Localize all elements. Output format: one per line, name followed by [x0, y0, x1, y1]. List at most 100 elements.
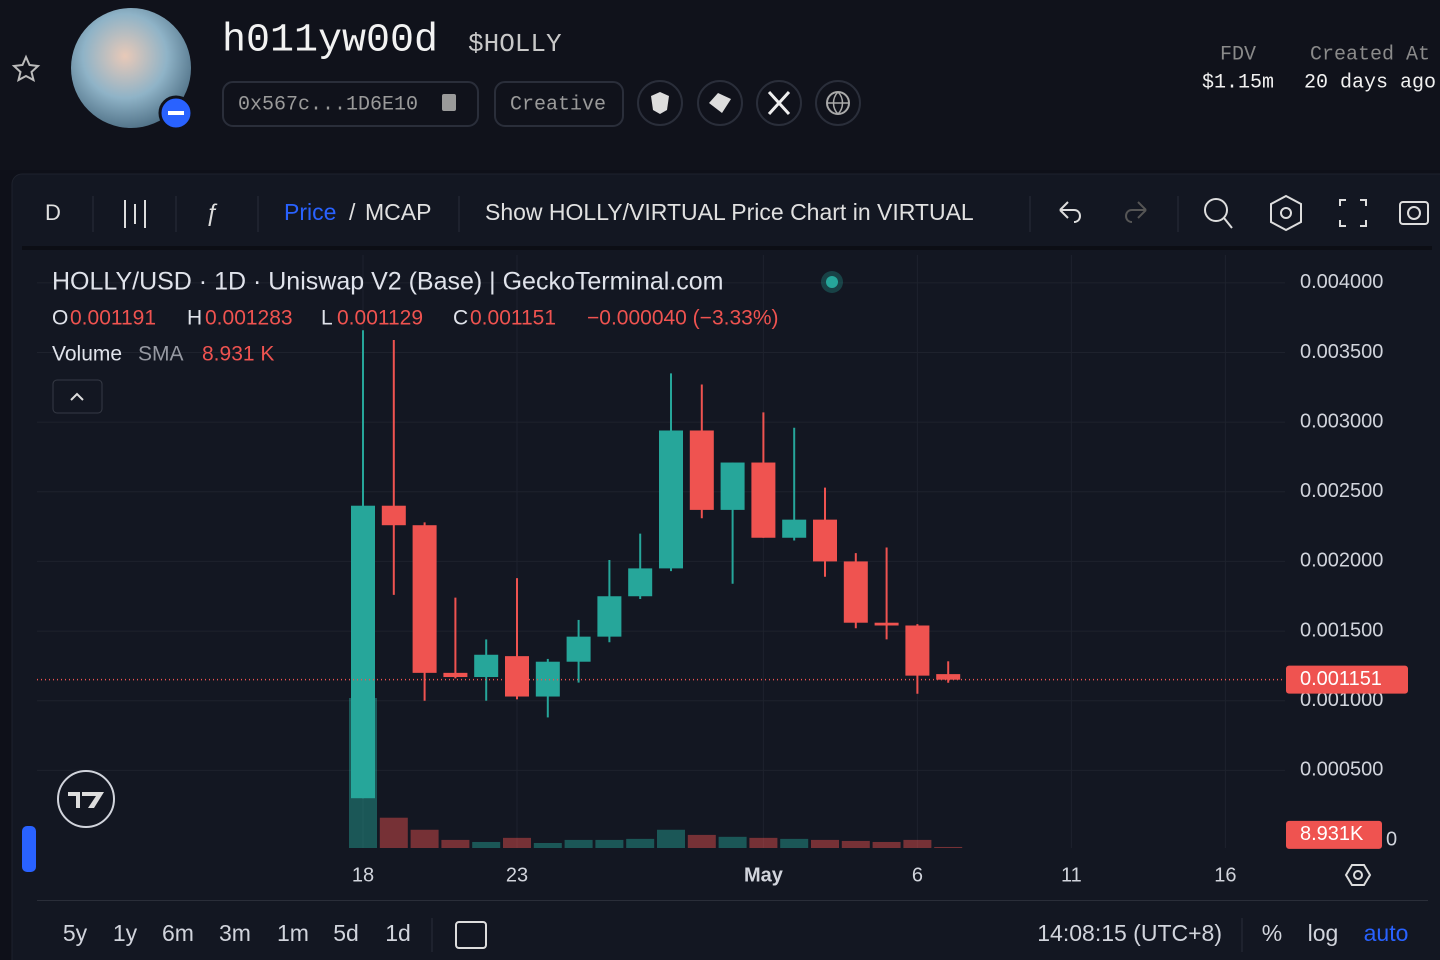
candle-body	[351, 505, 375, 799]
axis-settings[interactable]	[1344, 864, 1372, 886]
y-tick-label: 0.001500	[1300, 619, 1383, 641]
footer-divider	[37, 900, 1428, 901]
created-label: Created At	[1310, 43, 1430, 66]
candle-body	[689, 430, 714, 510]
collapse-icon	[70, 392, 84, 401]
x-tick-label: 11	[1061, 864, 1082, 886]
icon-shape	[709, 93, 731, 113]
x-link[interactable]	[756, 80, 802, 126]
volume-bar	[811, 839, 839, 848]
sma-value: 8.931 K	[202, 343, 274, 366]
link-icon[interactable]	[697, 80, 743, 126]
percent-toggle[interactable]: %	[1262, 920, 1282, 946]
y-tick-label: 0.004000	[1300, 271, 1383, 293]
interval[interactable]: D	[45, 200, 61, 225]
candle-body	[535, 661, 560, 697]
legend-o: O	[52, 307, 68, 330]
plot: 0.001151 8.931K	[37, 330, 1408, 849]
volume-bar	[410, 829, 439, 848]
candle-body	[474, 654, 499, 678]
mcap-toggle[interactable]: MCAP	[365, 199, 431, 225]
x-tick-label: 18	[352, 864, 374, 886]
chart-title: HOLLY/USD · 1D · Uniswap V2 (Base) | Gec…	[52, 268, 724, 296]
show-in-virtual[interactable]: Show HOLLY/VIRTUAL Price Chart in VIRTUA…	[485, 199, 974, 225]
alert-icon[interactable]	[1204, 198, 1228, 222]
candle-body	[751, 462, 776, 538]
range-button[interactable]: 5d	[333, 920, 359, 946]
volume-bar	[872, 841, 901, 848]
price-toggle[interactable]: Price	[284, 199, 336, 225]
candle-body	[874, 622, 899, 626]
globe-lines	[827, 91, 849, 116]
star-icon[interactable]	[11, 54, 41, 82]
legend-h: H	[187, 307, 202, 330]
volume-bar	[718, 836, 747, 848]
candle-body	[381, 505, 406, 526]
copy-icon[interactable]	[442, 94, 456, 111]
last-price-label: 0.001151	[1300, 668, 1382, 690]
volume-bar	[780, 838, 809, 848]
legend-open: 0.001191	[70, 307, 156, 330]
created-value: 20 days ago	[1304, 71, 1436, 94]
candle-type-icon[interactable]	[124, 200, 146, 228]
candle-body	[813, 519, 837, 562]
x-tick-label: 23	[506, 864, 528, 886]
fullscreen-icon[interactable]	[1339, 199, 1367, 227]
volume-bar	[595, 839, 624, 848]
redo-icon[interactable]	[1125, 201, 1147, 223]
website-link[interactable]	[815, 80, 861, 126]
indicators-icon[interactable]: ƒ	[205, 199, 218, 226]
range-button[interactable]: 1m	[277, 920, 309, 946]
tag-pill	[494, 81, 624, 127]
y-tick-label: 0.003000	[1300, 410, 1383, 432]
legend-high: 0.001283	[205, 307, 293, 330]
link-icon[interactable]	[637, 80, 683, 126]
range-button[interactable]: 1d	[385, 920, 411, 946]
volume-bar	[564, 839, 593, 848]
token-name: h011yw00d	[222, 19, 438, 64]
candle-body	[443, 672, 468, 678]
settings-dot	[1280, 207, 1292, 219]
camera-icon[interactable]	[1399, 201, 1429, 225]
range-button[interactable]: 3m	[219, 920, 251, 946]
y-tick-label: 0.002500	[1300, 480, 1383, 502]
badge-mark	[168, 111, 184, 115]
status-dot	[826, 276, 838, 288]
settings-icon[interactable]	[1270, 194, 1302, 232]
volume-bar	[472, 841, 501, 848]
range-button[interactable]: 1y	[113, 920, 138, 946]
avatar	[71, 8, 191, 128]
log-toggle[interactable]: log	[1308, 920, 1339, 946]
axis-settings-dot	[1353, 870, 1363, 880]
clock: 14:08:15 (UTC+8)	[1037, 920, 1222, 946]
volume-bar	[533, 843, 562, 848]
range-button[interactable]: 6m	[162, 920, 194, 946]
candle-body	[782, 519, 807, 538]
last-price-tag	[1286, 665, 1408, 694]
undo-icon[interactable]	[1059, 201, 1081, 223]
candle-body	[659, 430, 683, 569]
legend-c: C	[453, 307, 468, 330]
toggle-separator: /	[349, 199, 356, 225]
legend-l: L	[321, 307, 333, 330]
address-pill[interactable]	[222, 81, 479, 127]
alert-handle	[1223, 217, 1233, 229]
collapse-button[interactable]	[52, 379, 103, 414]
camera-lens	[1407, 206, 1421, 220]
volume-bar	[841, 840, 870, 848]
auto-toggle[interactable]: auto	[1364, 920, 1409, 946]
volume-bar	[934, 846, 963, 848]
range-button[interactable]: 5y	[63, 920, 88, 946]
tv-logo[interactable]	[57, 770, 115, 828]
legend-low: 0.001129	[337, 307, 423, 330]
candle-body	[936, 674, 961, 680]
candle-body	[412, 525, 437, 673]
sma-label: SMA	[138, 343, 184, 366]
date-range-icon[interactable]	[455, 921, 487, 949]
candle-body	[720, 462, 745, 510]
volume-bar	[503, 837, 531, 848]
side-toggle[interactable]	[22, 826, 36, 872]
volume-sma-label: 8.931K	[1300, 823, 1364, 845]
legend-change: −0.000040 (−3.33%)	[587, 307, 778, 330]
